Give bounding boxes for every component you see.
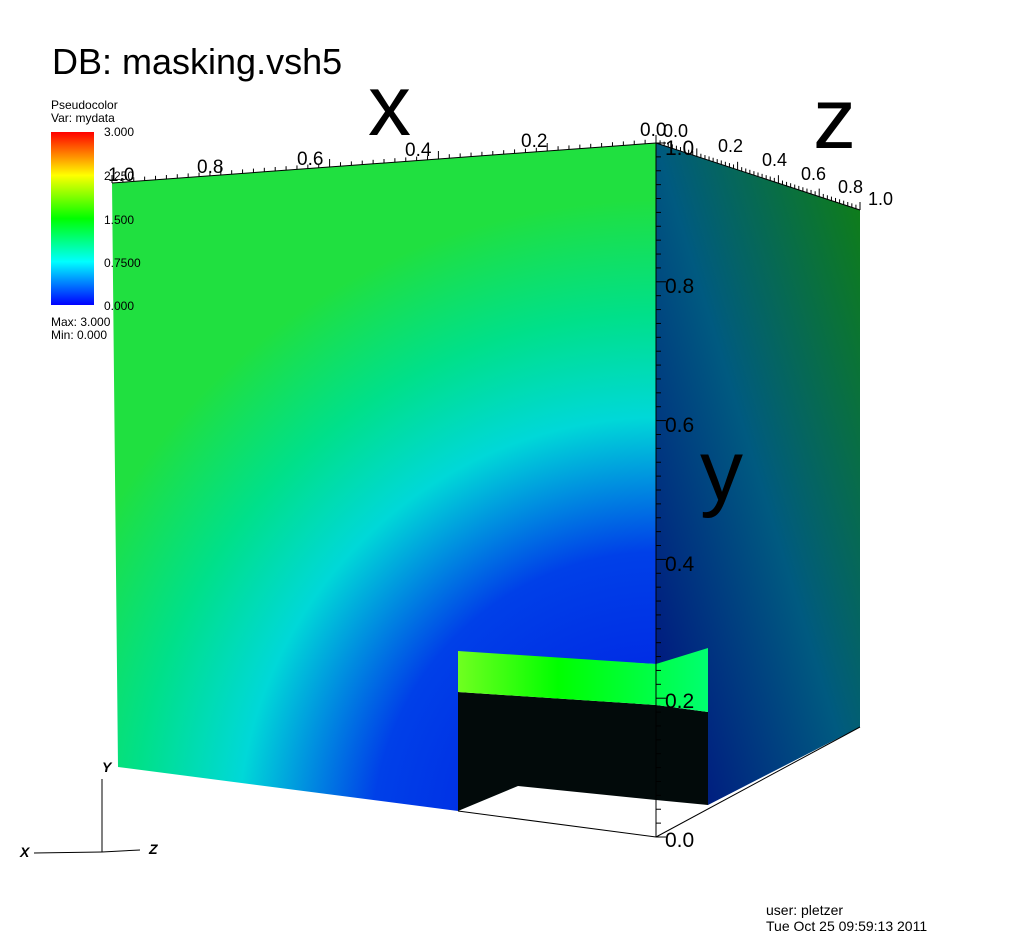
user-info: user: pletzer Tue Oct 25 09:59:13 2011	[766, 902, 927, 934]
x-axis-title: x	[368, 58, 411, 154]
y-axis-title: y	[700, 423, 743, 519]
legend-max: Max: 3.000	[51, 315, 111, 329]
user-name: user: pletzer	[766, 902, 844, 918]
legend-tick-label: 3.000	[104, 125, 135, 139]
y-tick-label: 0.4	[665, 553, 695, 576]
x-tick-label: 0.2	[521, 131, 547, 152]
x-tick-label: 0.8	[197, 157, 223, 178]
triad-y-label: Y	[102, 759, 113, 775]
cube-side-face	[656, 143, 860, 805]
z-tick-label: 0.0	[663, 121, 688, 141]
legend-tick-label: 0.000	[104, 299, 135, 313]
axis-minor-ticks	[111, 135, 861, 838]
z-axis-title: z	[813, 71, 856, 167]
z-tick-label: 0.2	[718, 136, 743, 156]
legend-min: Min: 0.000	[51, 328, 108, 342]
notch-floor	[458, 786, 656, 837]
triad-z-label: Z	[148, 841, 158, 857]
y-tick-label: 0.2	[665, 690, 694, 713]
x-tick-label: 0.4	[405, 140, 432, 161]
legend-tick-label: 1.500	[104, 213, 135, 227]
z-tick-label: 1.0	[868, 189, 893, 209]
y-tick-label: 0.6	[665, 414, 694, 437]
legend-variable: Var: mydata	[51, 111, 115, 125]
timestamp: Tue Oct 25 09:59:13 2011	[766, 918, 928, 934]
legend-color-bar	[51, 132, 94, 305]
notch-back-wall	[458, 692, 708, 811]
z-tick-label: 0.6	[801, 164, 826, 184]
legend-plot-type: Pseudocolor	[51, 98, 118, 112]
y-tick-label: 0.8	[665, 275, 694, 298]
z-tick-label: 0.8	[838, 177, 863, 197]
z-tick-label: 0.4	[762, 150, 787, 170]
cube-front-face	[112, 143, 656, 811]
triad-x-label: X	[19, 844, 31, 860]
z-axis-ticks: 0.0 0.2 0.4 0.6 0.8 1.0	[663, 121, 893, 209]
orientation-triad[interactable]: Y X Z	[19, 759, 158, 860]
legend-tick-label: 2.250	[104, 169, 135, 183]
y-tick-label: 0.0	[665, 829, 694, 852]
x-tick-label: 0.0	[640, 120, 666, 141]
legend-tick-label: 0.7500	[104, 256, 141, 270]
x-tick-label: 0.6	[297, 149, 323, 170]
y-tick-label: 1.0	[665, 137, 694, 160]
x-axis-ticks: 0.0 0.2 0.4 0.6 0.8 1.0	[108, 120, 666, 186]
y-axis-ticks: 0.0 0.2 0.4 0.6 0.8 1.0	[665, 137, 695, 852]
notch-top-slab	[458, 648, 708, 712]
database-title: DB: masking.vsh5	[52, 41, 343, 82]
x-tick-label: 1.0	[108, 165, 134, 186]
